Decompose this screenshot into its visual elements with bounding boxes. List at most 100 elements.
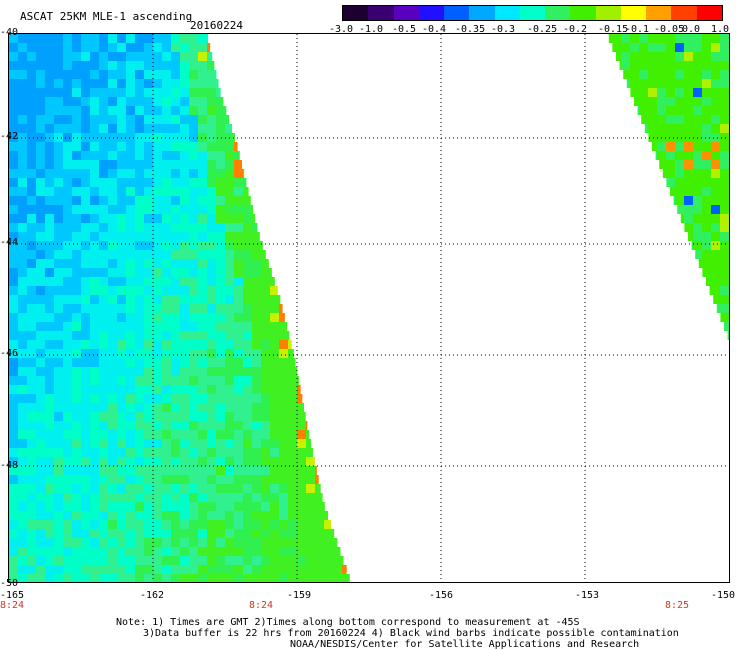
swath-cell <box>135 169 144 178</box>
swath-cell <box>153 331 162 340</box>
swath-cell <box>36 205 45 214</box>
swath-cell <box>126 124 135 133</box>
swath-cell <box>18 376 27 385</box>
swath-cell <box>135 214 144 223</box>
swath-cell <box>54 187 63 196</box>
swath-cell <box>720 169 729 178</box>
swath-cell <box>99 511 108 520</box>
swath-cell <box>279 466 288 475</box>
lon-label-162: -162 <box>140 590 165 601</box>
swath-cell <box>279 529 288 538</box>
swath-cell <box>135 520 144 529</box>
swath-cell <box>72 439 81 448</box>
swath-cell <box>63 403 72 412</box>
swath-cell <box>207 565 216 574</box>
swath-cell <box>9 520 18 529</box>
swath-cell <box>36 34 45 43</box>
swath-cell <box>63 574 72 582</box>
swath-cell <box>18 331 27 340</box>
swath-cell <box>693 124 702 133</box>
swath-cell <box>18 70 27 79</box>
swath-cell <box>126 106 135 115</box>
swath-cell <box>216 115 225 124</box>
swath-cell <box>153 232 162 241</box>
swath-cell <box>144 70 153 79</box>
swath-cell <box>207 403 216 412</box>
swath-cell <box>144 196 153 205</box>
swath-cell <box>207 421 216 430</box>
swath-cell <box>702 151 711 160</box>
swath-cell <box>81 115 90 124</box>
swath-cell <box>657 70 666 79</box>
color-scale-label: -0.1 <box>625 24 650 35</box>
swath-cell <box>270 268 272 277</box>
swath-cell <box>297 403 305 412</box>
swath-cell <box>153 52 162 61</box>
swath-cell <box>99 97 108 106</box>
swath-cell <box>189 565 198 574</box>
swath-cell <box>45 241 54 250</box>
lon-label-156: -156 <box>429 590 454 601</box>
swath-cell <box>90 241 99 250</box>
swath-cell <box>720 196 729 205</box>
swath-cell <box>63 124 72 133</box>
swath-cell <box>234 457 243 466</box>
swath-cell <box>198 286 207 295</box>
color-scale-swatch <box>418 6 445 20</box>
swath-cell <box>288 574 297 582</box>
swath-cell <box>171 142 180 151</box>
swath-cell <box>108 61 117 70</box>
swath-cell <box>90 88 99 97</box>
swath-cell <box>9 466 18 475</box>
swath-cell <box>162 205 171 214</box>
swath-cell <box>693 61 702 70</box>
swath-cell <box>639 97 648 106</box>
swath-cell <box>198 295 207 304</box>
swath-cell <box>108 448 117 457</box>
swath-cell <box>90 178 99 187</box>
swath-cell <box>54 511 63 520</box>
swath-cell <box>261 322 270 331</box>
swath-cell <box>9 124 18 133</box>
swath-cell <box>63 223 72 232</box>
swath-cell <box>27 88 36 97</box>
swath-cell <box>162 223 171 232</box>
swath-cell <box>117 106 126 115</box>
swath-cell <box>54 538 63 547</box>
swath-cell <box>666 70 675 79</box>
swath-cell <box>153 313 162 322</box>
swath-cell <box>126 484 135 493</box>
swath-cell <box>36 403 45 412</box>
swath-cell <box>621 43 630 52</box>
swath-cell <box>18 412 27 421</box>
swath-cell <box>675 79 684 88</box>
swath-cell <box>63 268 72 277</box>
swath-cell <box>126 457 135 466</box>
swath-cell <box>171 196 180 205</box>
swath-cell <box>297 457 306 466</box>
swath-cell <box>144 520 153 529</box>
swath-cell <box>18 313 27 322</box>
swath-cell <box>72 565 81 574</box>
swath-cell <box>225 331 234 340</box>
swath-cell <box>234 133 235 142</box>
swath-cell <box>72 538 81 547</box>
swath-cell <box>108 52 117 61</box>
swath-cell <box>630 43 639 52</box>
swath-cell <box>225 286 234 295</box>
swath-cell <box>171 178 180 187</box>
swath-cell <box>261 394 270 403</box>
swath-cell <box>18 367 27 376</box>
swath-cell <box>702 214 711 223</box>
swath-cell <box>306 466 315 475</box>
swath-cell <box>72 394 81 403</box>
swath-cell <box>90 151 99 160</box>
swath-cell <box>54 565 63 574</box>
swath-cell <box>180 484 189 493</box>
swath-cell <box>72 502 81 511</box>
swath-cell <box>288 520 297 529</box>
swath-cell <box>90 187 99 196</box>
swath-cell <box>108 250 117 259</box>
swath-cell <box>180 196 189 205</box>
swath-cell <box>207 106 216 115</box>
